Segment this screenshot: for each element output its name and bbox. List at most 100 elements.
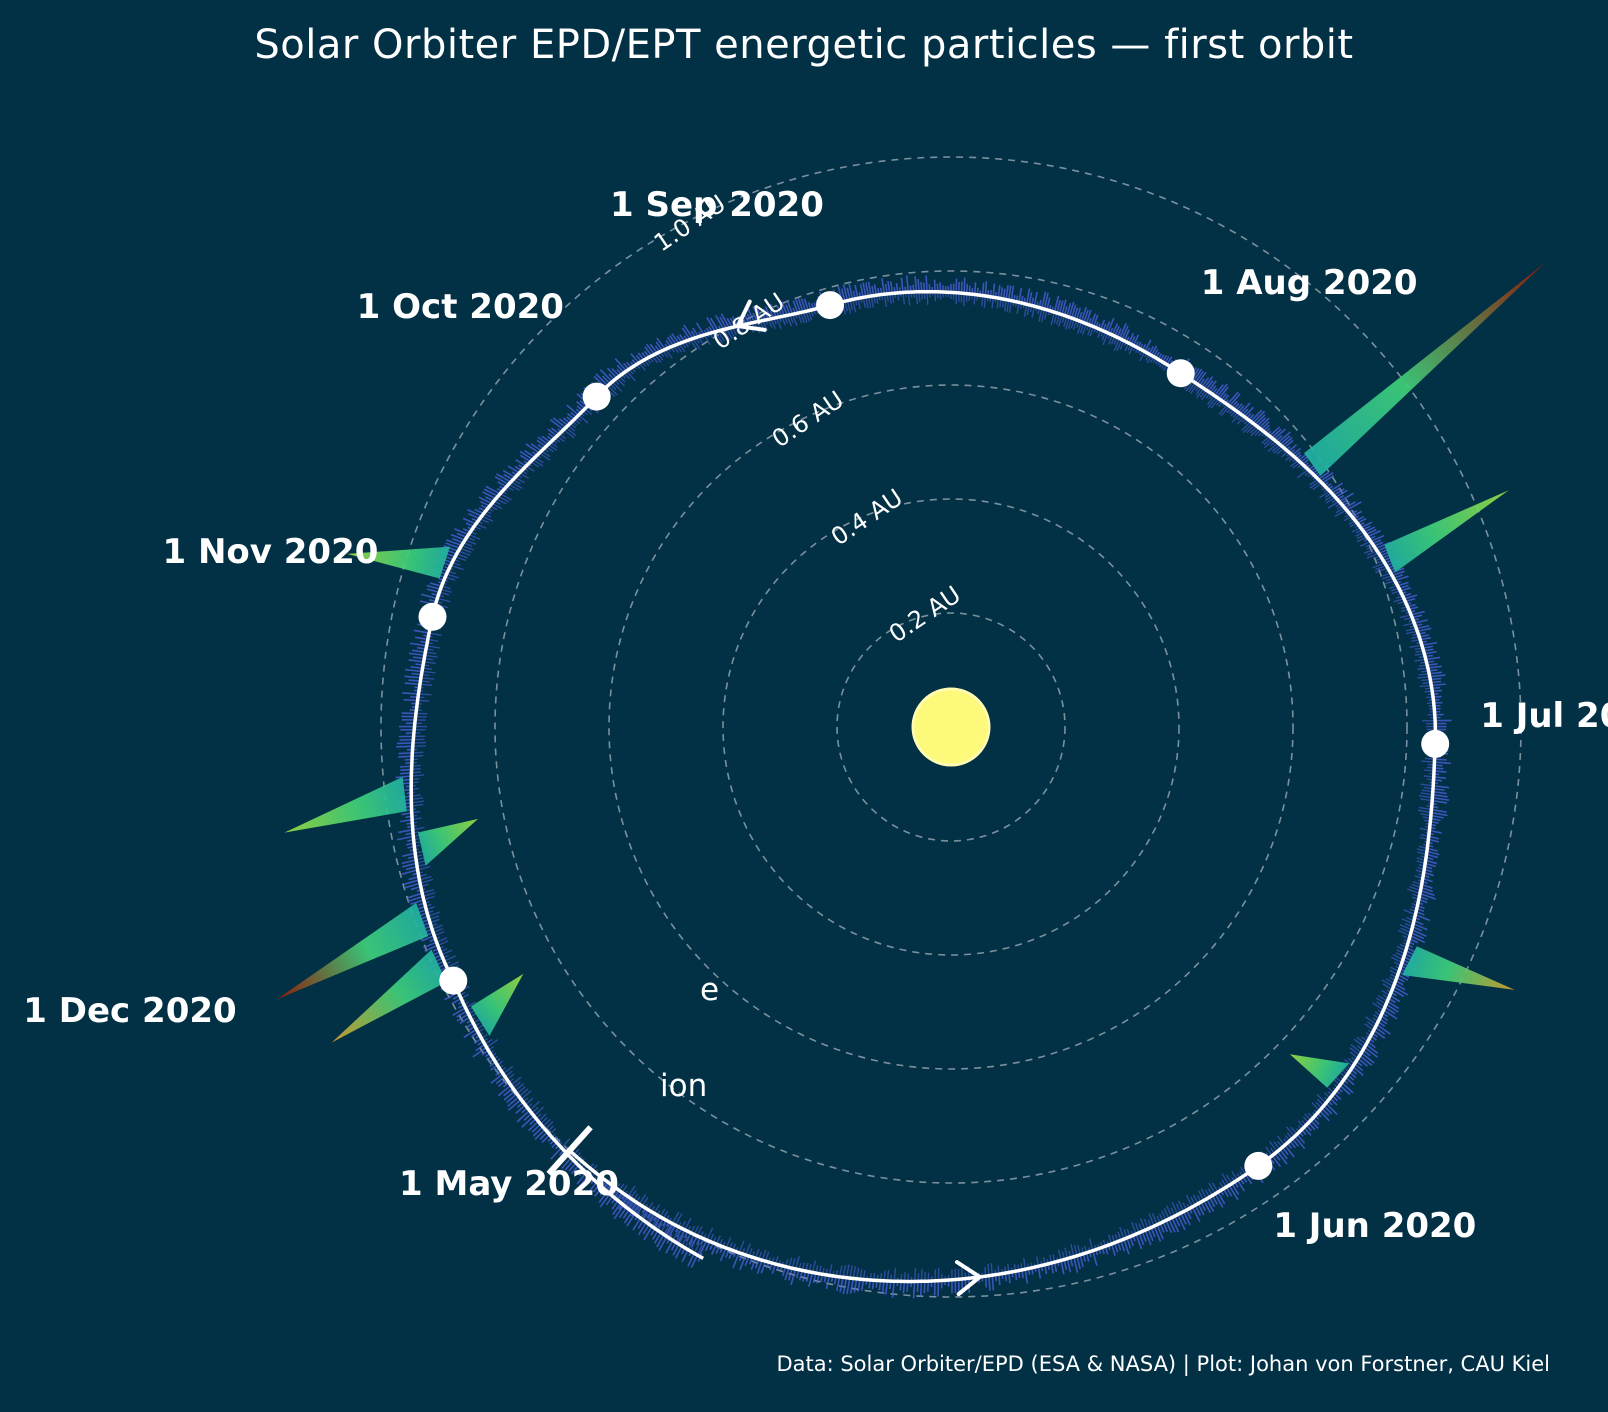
flux-tick [776,305,783,317]
flux-tick [549,418,565,431]
flux-tick [983,295,986,308]
flux-tick [690,1254,699,1268]
flux-tick [1236,1179,1246,1192]
flux-tick [1419,684,1432,688]
flux-tick [518,1088,529,1098]
flux-tick [1399,923,1412,931]
flux-tick [398,828,413,834]
flux-tick [744,1255,750,1267]
flux-tick [1424,862,1437,868]
flux-tick [408,659,424,663]
flux-tick [1353,1038,1365,1048]
flux-tick [427,638,439,642]
flux-tick [1194,370,1204,384]
flux-tick [1381,979,1394,988]
flux-tick [846,1277,851,1295]
flux-tick [1359,1054,1373,1067]
flux-tick [1397,973,1409,981]
flux-tick [1346,501,1362,511]
flux-tick [576,400,586,410]
flux-tick [1321,474,1335,484]
flux-tick [1410,931,1425,940]
flux-tick [745,1243,751,1256]
flux-tick [905,275,910,293]
flux-tick [456,532,468,538]
flux-tick [1429,829,1442,834]
date-label: 1 Aug 2020 [1200,263,1418,304]
flux-tick [419,875,432,881]
flux-tick [1382,983,1393,991]
flux-tick [800,298,807,312]
flux-tick [732,1252,740,1269]
flux-tick [914,276,918,292]
flux-tick [1050,1262,1055,1274]
flux-tick [565,427,577,437]
flux-tick [696,1244,703,1256]
flux-tick [478,496,493,505]
flux-tick [528,1120,539,1132]
flux-tick [497,1078,508,1088]
flux-tick [397,835,414,841]
flux-tick [531,1123,542,1133]
flux-tick [1252,410,1266,424]
flux-tick [992,283,996,298]
flux-tick [1205,1198,1215,1212]
flux-tick [1205,380,1214,391]
flux-tick [1397,581,1409,587]
flux-tick [1425,656,1441,661]
date-marker-dot [1421,729,1450,758]
flux-tick [865,296,869,309]
flux-tick [1102,332,1109,346]
flux-tick [885,1280,889,1295]
flux-tick [1182,1211,1191,1226]
flux-tick [715,314,725,330]
flux-tick [537,1113,547,1122]
flux-tick [807,1272,814,1288]
flux-tick [1434,761,1451,765]
flux-tick [761,1249,767,1261]
flux-tick [1383,579,1396,585]
flux-tick [852,299,857,313]
flux-tick [440,588,452,593]
orbit-start-bar [546,1125,593,1176]
event-spike [347,546,451,579]
flux-tick [452,1007,466,1017]
flux-tick [769,303,778,319]
flux-tick [1040,308,1046,323]
flux-tick [1412,922,1428,931]
flux-tick [1201,390,1209,401]
flux-tick [1376,1023,1391,1035]
flux-tick [578,414,589,424]
flux-tick [846,287,851,301]
date-marker-dot [418,602,447,631]
flux-tick [530,443,543,452]
flux-tick [475,1043,486,1052]
flux-tick [886,1269,890,1282]
flux-tick [1325,1102,1338,1115]
event-spike [1289,1054,1350,1088]
flux-tick [645,1212,653,1223]
flux-tick [854,284,859,299]
flux-tick [1210,398,1220,409]
flux-tick [1414,658,1426,662]
flux-tick [495,497,507,505]
flux-tick [503,1090,516,1101]
flux-tick [1200,1188,1208,1200]
flux-tick [454,556,467,562]
flux-tick [1075,307,1082,321]
flux-tick [1063,316,1068,328]
flux-tick [1421,789,1433,793]
flux-tick [1279,1148,1288,1160]
flux-tick [1372,1002,1384,1011]
flux-tick [891,1281,896,1298]
flux-tick [1139,1218,1146,1231]
grid-circle-1-0-AU [380,156,1522,1298]
flux-tick [508,483,520,491]
flux-tick [1168,1218,1176,1233]
flux-tick [1144,339,1152,352]
flux-tick [398,755,413,758]
flux-tick [1416,667,1428,671]
flux-tick [1363,547,1376,554]
flux-tick [1156,1224,1164,1240]
flux-tick [1367,530,1382,538]
